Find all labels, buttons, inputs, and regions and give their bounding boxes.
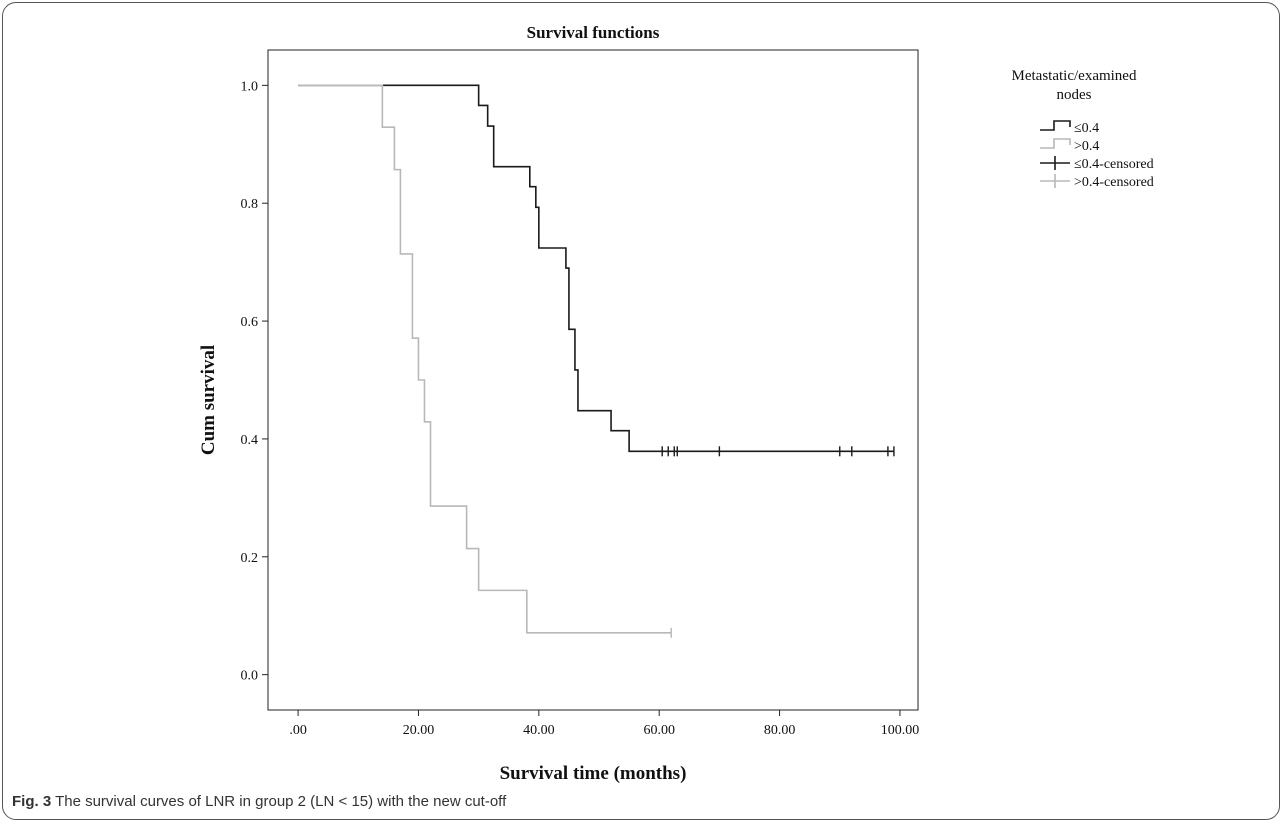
series-2 — [298, 84, 672, 638]
x-tick-label: 20.00 — [403, 723, 435, 738]
plot-area — [267, 49, 919, 711]
caption-label: Fig. 3 — [12, 793, 52, 810]
legend-label: ≤0.4 — [1074, 121, 1099, 136]
x-tick-label: 80.00 — [764, 723, 796, 738]
x-tick-label: .00 — [289, 723, 307, 738]
caption-text: The survival curves of LNR in group 2 (L… — [51, 793, 507, 810]
legend-entry: >0.4 — [1040, 138, 1099, 154]
survival-curve-2 — [298, 84, 672, 634]
x-tick-label: 40.00 — [523, 723, 555, 738]
plot-frame — [267, 49, 919, 711]
y-tick-label: 0.8 — [241, 197, 259, 212]
y-tick-label: 0.2 — [241, 551, 259, 566]
legend-swatch — [1040, 138, 1071, 149]
legend-title-line2: nodes — [1057, 87, 1092, 103]
legend-label: ≤0.4-censored — [1074, 157, 1154, 172]
survival-curve-1 — [298, 84, 894, 453]
axes: 0.0 0.2 0.4 0.6 0.8 1.0 .00 20.00 40.00 60.00 80.0… — [241, 79, 920, 738]
figure-caption: Fig. 3 The survival curves of LNR in gro… — [12, 793, 506, 810]
series-layer — [298, 84, 895, 638]
legend-swatch — [1040, 120, 1071, 131]
y-tick-label: 0.0 — [241, 669, 259, 684]
legend-label: >0.4 — [1074, 139, 1099, 154]
y-tick-label: 1.0 — [241, 79, 259, 94]
legend-entry: ≤0.4 — [1040, 120, 1099, 136]
chart-title: Survival functions — [527, 23, 660, 42]
survival-chart: 0.0 0.2 0.4 0.6 0.8 1.0 .00 20.00 40.00 60.00 80.0… — [198, 23, 1154, 784]
y-axis-label: Cum survival — [198, 345, 219, 455]
legend-entry: >0.4-censored — [1040, 174, 1154, 190]
x-tick-label: 100.00 — [881, 723, 920, 738]
legend-title-line1: Metastatic/examined — [1012, 68, 1137, 84]
x-tick-label: 60.00 — [643, 723, 675, 738]
x-axis-label: Survival time (months) — [500, 763, 687, 784]
y-tick-label: 0.4 — [241, 433, 259, 448]
legend-label: >0.4-censored — [1074, 175, 1154, 190]
legend-entry: ≤0.4-censored — [1040, 156, 1154, 172]
legend: Metastatic/examined nodes ≤0.4 >0.4 ≤0.4-c… — [1012, 68, 1154, 190]
y-tick-label: 0.6 — [241, 315, 259, 330]
series-1 — [298, 84, 895, 457]
